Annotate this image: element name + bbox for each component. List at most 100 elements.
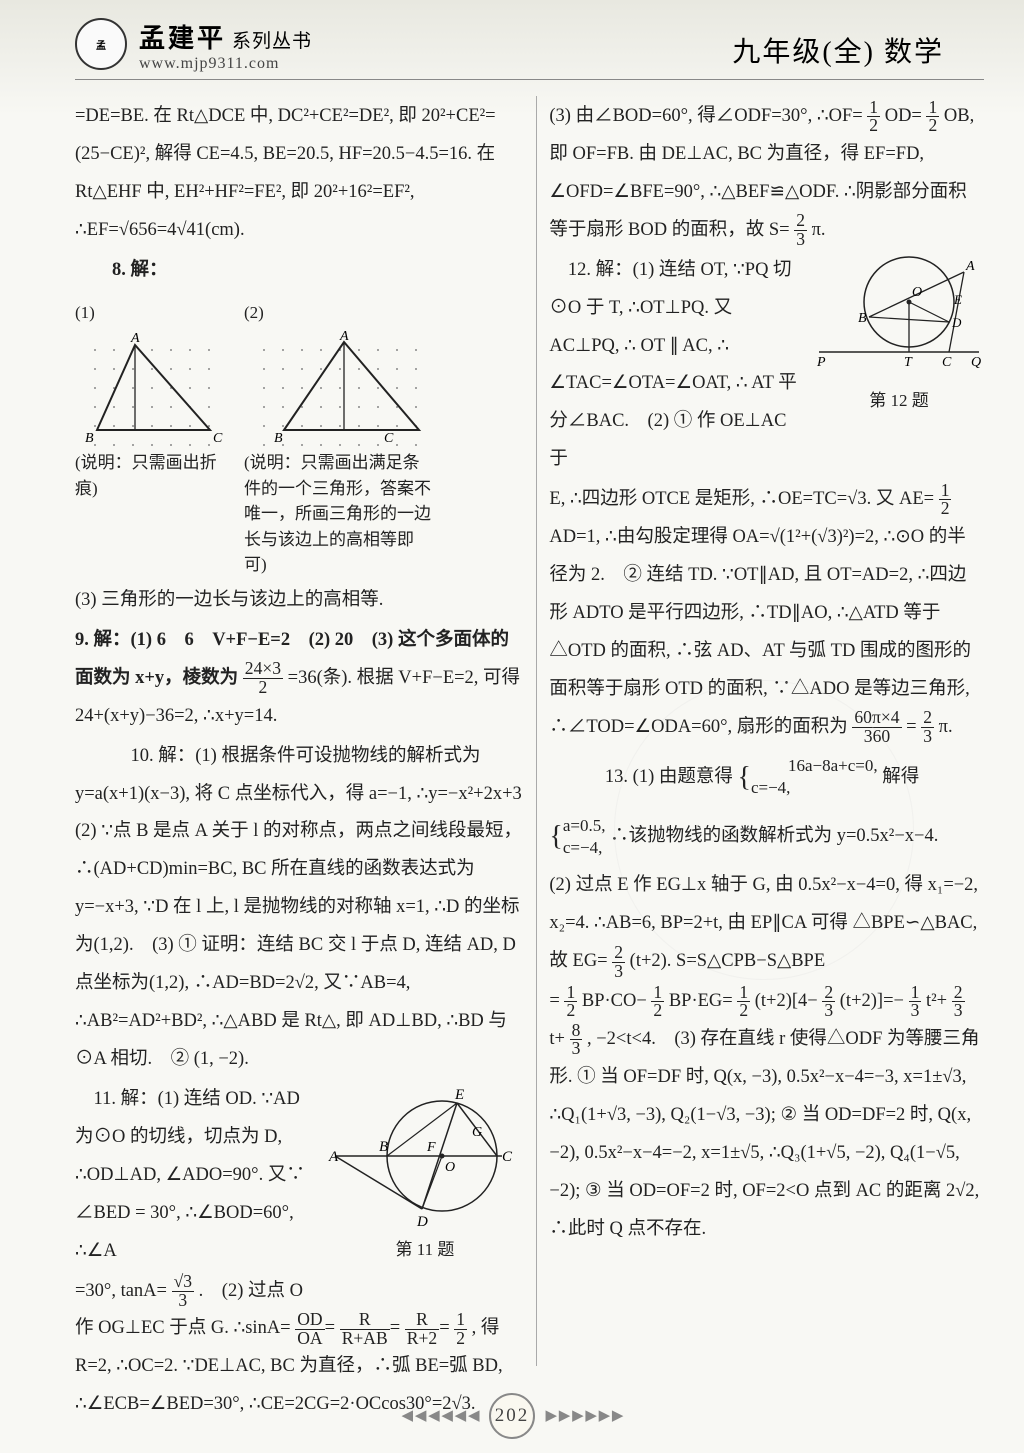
t: π. bbox=[939, 717, 953, 737]
svg-text:P: P bbox=[816, 355, 826, 370]
figure-row-8: (1) A B C (说明：只需画出折痕) (2) bbox=[75, 296, 522, 578]
content-columns: =DE=BE. 在 Rt△DCE 中, DC²+CE²=DE², 即 20²+C… bbox=[75, 96, 984, 1366]
t: OB, 即 OF=FB. 由 DE⊥AC, BC 为直径，得 EF=FD, ∠O… bbox=[549, 106, 974, 240]
figure-11: A B C D E F O G 第 11 题 bbox=[327, 1081, 522, 1268]
text-block: =DE=BE. 在 Rt△DCE 中, DC²+CE²=DE², 即 20²+C… bbox=[75, 98, 522, 250]
t: ∴该抛物线的函数解析式为 y=0.5x²−x−4. bbox=[610, 826, 938, 846]
t: , −2<t<4. (3) 存在直线 r 使得△ODF 为等腰三角形. ① 当 … bbox=[549, 1029, 979, 1239]
q12-block-a: P T C Q B A O D E 第 12 题 12. 解：(1) 连结 OT… bbox=[549, 252, 984, 480]
fig-caption: (说明：只需画出折痕) bbox=[75, 450, 230, 501]
fraction: 12 bbox=[454, 1311, 467, 1347]
brand-url: www.mjp9311.com bbox=[139, 55, 312, 73]
arrow-right-icon: ▶ ▶ ▶ ▶ ▶ ▶ bbox=[546, 1408, 623, 1424]
arrow-left-icon: ◀ ◀ ◀ ◀ ◀ ◀ bbox=[402, 1408, 479, 1424]
fraction: 12 bbox=[651, 984, 664, 1020]
right-column: (3) 由∠BOD=60°, 得∠ODF=30°, ∴OF= 12 O D = 12… bbox=[536, 96, 984, 1366]
figure-8-2: (2) A B C (说明：只需画出满足条件的一个三角形，答案不唯一，所画三角形… bbox=[244, 296, 434, 578]
left-column: =DE=BE. 在 Rt△DCE 中, DC²+CE²=DE², 即 20²+C… bbox=[75, 96, 522, 1366]
svg-text:B: B bbox=[858, 311, 867, 326]
brand-main: 孟建平 bbox=[139, 24, 226, 53]
figure-8-1: (1) A B C (说明：只需画出折痕) bbox=[75, 296, 230, 578]
fig-tag: (2) bbox=[244, 296, 264, 331]
figure-12: P T C Q B A O D E 第 12 题 bbox=[814, 252, 984, 419]
fraction: 23 bbox=[921, 709, 934, 745]
fraction: 24×32 bbox=[243, 660, 283, 696]
t: (t+2)[4− bbox=[755, 991, 818, 1011]
fig-tag: (1) bbox=[75, 296, 95, 331]
q13-block-a: 13. (1) 由题意得 { 16a−8a+c=0, c=−4, 解得 bbox=[549, 749, 984, 806]
t: t+ bbox=[549, 1029, 565, 1049]
fig-caption: (说明：只需画出满足条件的一个三角形，答案不唯一，所画三角形的一边长与该边上的高… bbox=[244, 450, 434, 578]
svg-text:C: C bbox=[502, 1149, 513, 1165]
svg-text:A: A bbox=[339, 330, 349, 344]
q13-block-f: = 12 BP·CO− 12 BP·EG= 12 (t+2)[4− 23 (t+… bbox=[549, 983, 984, 1248]
svg-text:B: B bbox=[379, 1139, 388, 1155]
t: =30°, tanA= bbox=[75, 1281, 167, 1301]
fraction: RR+AB bbox=[340, 1311, 390, 1347]
fig-caption: 第 11 题 bbox=[395, 1233, 454, 1268]
svg-text:O: O bbox=[445, 1160, 455, 1175]
fraction: 23 bbox=[822, 984, 835, 1020]
svg-text:F: F bbox=[426, 1140, 436, 1155]
q11-text: 11. 解：(1) 连结 OD. ∵AD 为⊙O 的切线，切点为 D, ∴OD⊥… bbox=[75, 1089, 305, 1261]
t: 13. (1) 由题意得 bbox=[605, 767, 733, 787]
fraction: 83 bbox=[570, 1022, 583, 1058]
text-block: (3) 由∠BOD=60°, 得∠ODF=30°, ∴OF= 12 OD= 12… bbox=[549, 98, 984, 250]
fraction: 23 bbox=[794, 212, 807, 248]
q13-block-d: (2) 过点 E 作 EG⊥x 轴于 G, 由 0.5x²−x−4=0, 得 x… bbox=[549, 867, 984, 981]
triangle-grid-2-icon: A B C bbox=[244, 330, 434, 450]
t: BP·EG= bbox=[669, 991, 733, 1011]
page-number: 202 bbox=[489, 1393, 535, 1439]
q13-block-sys2: { a=0.5, c=−4, ∴该抛物线的函数解析式为 y=0.5x²−x−4. bbox=[549, 808, 984, 865]
t: E, ∴四边形 OTCE 是矩形, ∴OE=TC=√3. 又 AE= bbox=[549, 489, 934, 509]
t: (3) 由∠BOD=60°, 得∠ODF=30°, ∴OF= bbox=[549, 106, 862, 126]
circle-diagram-11-icon: A B C D E F O G bbox=[327, 1081, 522, 1231]
q10-block: 10. 解：(1) 根据条件可设抛物线的解析式为 y=a(x+1)(x−3), … bbox=[75, 738, 522, 1079]
t: (t+2). S=S△CPB−S△BPE bbox=[630, 951, 825, 971]
circle-diagram-12-icon: P T C Q B A O D E bbox=[814, 252, 984, 382]
svg-text:Q: Q bbox=[971, 355, 981, 370]
eq: 16a−8a+c=0, bbox=[788, 756, 878, 775]
svg-text:A: A bbox=[130, 331, 140, 346]
q9-block: 9. 解：(1) 6 6 V+F−E=2 (2) 20 (3) 这个多面体的面数… bbox=[75, 622, 522, 736]
t: BP·CO− bbox=[582, 991, 647, 1011]
q8-label: 8. 解： bbox=[75, 252, 522, 290]
svg-text:C: C bbox=[384, 431, 394, 446]
fraction: 60π×4360 bbox=[852, 709, 901, 745]
t: (t+2)]=− bbox=[840, 991, 904, 1011]
page-header: 孟 孟建平 系列丛书 www.mjp9311.com 九年级(全) 数学 bbox=[75, 18, 984, 80]
t: AD=1, ∴由勾股定理得 OA=√(1²+(√3)²)=2, ∴⊙O 的半径为… bbox=[549, 527, 971, 737]
fraction: 13 bbox=[909, 984, 922, 1020]
fraction: 12 bbox=[926, 99, 939, 135]
svg-text:G: G bbox=[472, 1125, 482, 1140]
svg-text:O: O bbox=[912, 285, 922, 300]
svg-text:A: A bbox=[328, 1149, 339, 1165]
svg-text:C: C bbox=[213, 431, 223, 446]
triangle-grid-1-icon: A B C bbox=[75, 330, 230, 450]
fraction: 23 bbox=[952, 984, 965, 1020]
svg-text:A: A bbox=[965, 259, 975, 274]
svg-text:E: E bbox=[454, 1087, 464, 1103]
svg-text:D: D bbox=[951, 315, 962, 330]
eq: c=−4, bbox=[563, 838, 602, 857]
q12-block-b: E, ∴四边形 OTCE 是矩形, ∴OE=TC=√3. 又 AE= 12 AD… bbox=[549, 481, 984, 746]
eq: a=0.5, bbox=[563, 816, 606, 835]
t: = bbox=[549, 991, 559, 1011]
svg-text:C: C bbox=[942, 355, 952, 370]
logo-icon: 孟 bbox=[75, 18, 127, 70]
svg-text:B: B bbox=[274, 431, 283, 446]
fraction: 12 bbox=[939, 482, 952, 518]
fraction: 12 bbox=[867, 99, 880, 135]
svg-text:B: B bbox=[85, 431, 94, 446]
page-title: 九年级(全) 数学 bbox=[732, 18, 984, 70]
t: 解得 bbox=[882, 767, 919, 787]
brand-block: 孟建平 系列丛书 www.mjp9311.com bbox=[139, 18, 312, 73]
t: t²+ bbox=[926, 991, 947, 1011]
text-block: (3) 三角形的一边长与该边上的高相等. bbox=[75, 582, 522, 620]
t: 12. 解：(1) 连结 OT, ∵PQ 切⊙O 于 T, ∴OT⊥PQ. 又 … bbox=[549, 260, 796, 470]
svg-text:D: D bbox=[416, 1214, 428, 1230]
t: π. bbox=[812, 220, 826, 240]
fraction: 12 bbox=[564, 984, 577, 1020]
fraction: ODOA bbox=[295, 1311, 324, 1347]
svg-text:T: T bbox=[904, 355, 913, 370]
